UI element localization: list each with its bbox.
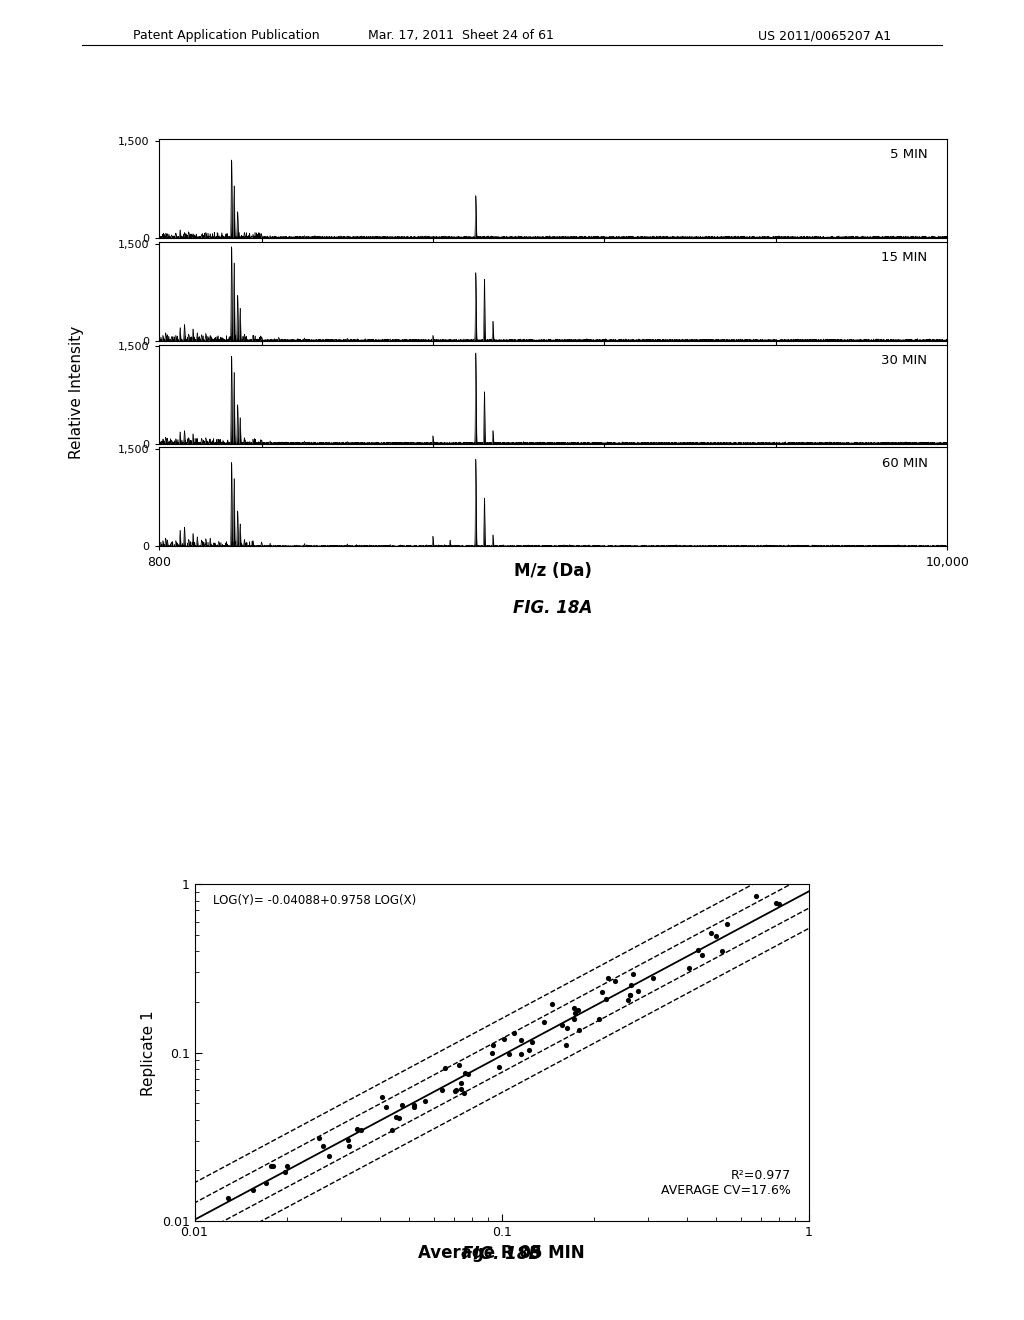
Point — [600, 968, 616, 989]
Text: LOG(Y)= -0.04088+0.9758 LOG(X): LOG(Y)= -0.04088+0.9758 LOG(X) — [213, 895, 416, 907]
Point — [394, 1094, 411, 1115]
Point — [506, 1022, 522, 1043]
Point — [280, 1156, 296, 1177]
Point — [322, 1144, 338, 1166]
Point — [630, 981, 646, 1002]
Point — [513, 1044, 529, 1065]
Point — [460, 1064, 476, 1085]
Point — [484, 1043, 501, 1064]
Point — [353, 1119, 370, 1140]
Point — [314, 1135, 331, 1156]
Point — [447, 1080, 464, 1101]
Text: FIG. 18A: FIG. 18A — [513, 599, 593, 618]
Text: 60 MIN: 60 MIN — [882, 458, 928, 470]
Text: Patent Application Publication: Patent Application Publication — [133, 29, 319, 42]
Point — [558, 1034, 574, 1055]
Point — [703, 923, 720, 944]
Point — [709, 925, 725, 946]
Point — [625, 964, 641, 985]
Point — [537, 1012, 553, 1034]
Point — [349, 1118, 366, 1139]
Point — [645, 968, 662, 989]
Text: US 2011/0065207 A1: US 2011/0065207 A1 — [758, 29, 891, 42]
Point — [771, 894, 787, 915]
Point — [693, 944, 710, 965]
Point — [566, 998, 583, 1019]
Point — [384, 1119, 400, 1140]
Point — [565, 1008, 582, 1030]
Point — [258, 1172, 274, 1193]
Point — [340, 1130, 356, 1151]
Text: 30 MIN: 30 MIN — [882, 354, 928, 367]
Point — [378, 1097, 394, 1118]
Point — [485, 1035, 502, 1056]
Point — [598, 987, 614, 1008]
Text: FIG. 18B: FIG. 18B — [462, 1245, 542, 1263]
Text: Mar. 17, 2011  Sheet 24 of 61: Mar. 17, 2011 Sheet 24 of 61 — [368, 29, 554, 42]
Point — [768, 892, 784, 913]
Point — [374, 1086, 390, 1107]
Point — [591, 1008, 607, 1030]
Point — [220, 1188, 237, 1209]
Point — [524, 1031, 541, 1052]
Point — [594, 982, 610, 1003]
Point — [446, 1080, 463, 1101]
Point — [406, 1094, 422, 1115]
Point — [513, 1030, 529, 1051]
Text: Relative Intensity: Relative Intensity — [70, 326, 84, 458]
Point — [453, 1072, 469, 1093]
Point — [606, 970, 623, 991]
Text: 15 MIN: 15 MIN — [882, 252, 928, 264]
Point — [265, 1155, 282, 1176]
Point — [569, 999, 586, 1020]
Point — [520, 1039, 537, 1060]
Point — [406, 1097, 422, 1118]
Point — [433, 1078, 450, 1100]
Point — [622, 985, 638, 1006]
Point — [456, 1082, 472, 1104]
Point — [620, 990, 636, 1011]
Point — [748, 886, 764, 907]
Text: M/z (Da): M/z (Da) — [514, 562, 592, 581]
Point — [714, 941, 730, 962]
Text: 5 MIN: 5 MIN — [890, 149, 928, 161]
Point — [680, 957, 696, 978]
Point — [453, 1078, 469, 1100]
Point — [457, 1063, 473, 1084]
Y-axis label: Replicate 1: Replicate 1 — [141, 1010, 157, 1096]
Point — [719, 913, 735, 935]
Point — [492, 1057, 508, 1078]
Point — [496, 1028, 512, 1049]
Point — [263, 1156, 280, 1177]
Point — [310, 1127, 327, 1148]
Point — [571, 1019, 588, 1040]
Point — [623, 974, 639, 995]
Point — [276, 1162, 293, 1183]
Point — [388, 1106, 404, 1127]
Point — [417, 1090, 433, 1111]
Point — [245, 1180, 261, 1201]
Point — [501, 1043, 517, 1064]
Point — [567, 1002, 584, 1023]
Point — [689, 940, 706, 961]
X-axis label: Average R 05 MIN: Average R 05 MIN — [419, 1245, 585, 1262]
Point — [622, 985, 638, 1006]
Point — [553, 1014, 569, 1035]
Text: R²=0.977
AVERAGE CV=17.6%: R²=0.977 AVERAGE CV=17.6% — [660, 1170, 791, 1197]
Point — [340, 1135, 356, 1156]
Point — [559, 1018, 575, 1039]
Point — [437, 1057, 454, 1078]
Point — [391, 1107, 408, 1129]
Point — [452, 1055, 468, 1076]
Point — [544, 993, 560, 1014]
